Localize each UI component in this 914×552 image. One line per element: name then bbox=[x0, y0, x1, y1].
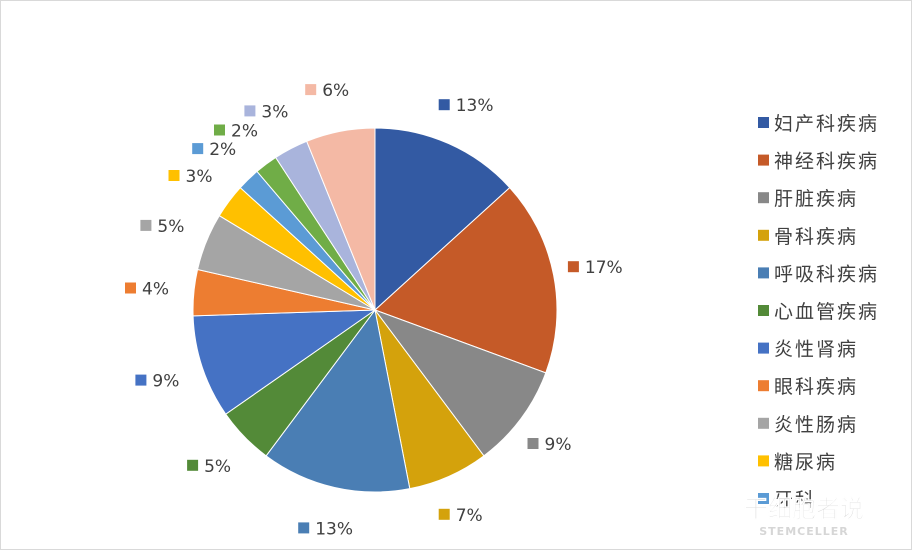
legend-color-key bbox=[758, 342, 769, 354]
legend-entry: 炎性肾病 bbox=[774, 339, 858, 361]
legend-entry: 心血管疾病 bbox=[774, 301, 879, 323]
label-color-key bbox=[135, 374, 147, 386]
legend-entry: 妇产科疾病 bbox=[774, 113, 879, 135]
data-label: 13% bbox=[456, 96, 494, 116]
data-label: 5% bbox=[204, 457, 231, 477]
label-color-key bbox=[125, 282, 136, 294]
legend-entry: 糖尿病 bbox=[774, 451, 837, 473]
data-label: 9% bbox=[152, 372, 179, 392]
label-color-key bbox=[168, 170, 180, 181]
label-color-key bbox=[438, 99, 450, 111]
data-label: 2% bbox=[209, 140, 236, 160]
legend-color-key bbox=[758, 267, 769, 279]
pie-slice bbox=[373, 308, 547, 457]
legend-entry: 眼科疾病 bbox=[774, 376, 858, 398]
legend-color-key bbox=[758, 117, 769, 128]
legend-color-key bbox=[758, 154, 769, 166]
legend-color-key bbox=[758, 455, 769, 467]
data-label: 4% bbox=[142, 280, 169, 300]
pie-slice bbox=[374, 127, 511, 312]
legend-entry: 呼吸科疾病 bbox=[774, 263, 879, 285]
label-color-key bbox=[214, 124, 225, 136]
legend-entry: 骨科疾病 bbox=[774, 226, 858, 248]
legend-color-key bbox=[758, 192, 769, 204]
legend-color-key bbox=[758, 493, 769, 504]
legend-entry: 神经科疾病 bbox=[774, 151, 879, 173]
data-label: 3% bbox=[186, 167, 213, 187]
label-color-key bbox=[187, 459, 199, 471]
label-color-key bbox=[140, 219, 152, 231]
data-label: 5% bbox=[157, 217, 184, 237]
pie-slices bbox=[192, 127, 558, 493]
data-label: 13% bbox=[315, 519, 353, 539]
watermark-logo: 干细胞者说 STEMCELLER bbox=[744, 495, 865, 538]
watermark-line2: STEMCELLER bbox=[759, 525, 848, 538]
data-label: 9% bbox=[545, 435, 572, 455]
data-label: 2% bbox=[231, 122, 258, 142]
pie-slice bbox=[306, 127, 376, 311]
legend-color-key bbox=[758, 417, 769, 429]
data-label: 17% bbox=[585, 258, 623, 278]
data-label: 6% bbox=[322, 81, 349, 101]
legend-entry: 牙科 bbox=[774, 489, 816, 511]
watermark-line1: 干细胞者说 bbox=[744, 495, 864, 523]
legend-entry: 肝脏疾病 bbox=[774, 188, 858, 210]
legend-color-key bbox=[758, 305, 769, 316]
label-color-key bbox=[305, 84, 317, 96]
data-label: 7% bbox=[456, 506, 483, 526]
pie-slice bbox=[192, 309, 377, 415]
label-color-key bbox=[244, 105, 256, 117]
pie-labels: 13%17%9%7%13%5%9%4%5%3%2%2%3%6% bbox=[125, 81, 623, 539]
data-label: 3% bbox=[261, 102, 288, 122]
legend-color-key bbox=[758, 380, 769, 392]
label-color-key bbox=[567, 261, 579, 273]
legend-entry: 炎性肠病 bbox=[774, 414, 858, 436]
label-color-key bbox=[298, 522, 310, 534]
legend-color-key bbox=[758, 229, 769, 241]
label-color-key bbox=[438, 508, 450, 520]
pie-slice bbox=[265, 308, 411, 493]
label-color-key bbox=[192, 143, 204, 155]
label-color-key bbox=[527, 438, 539, 449]
legend: 妇产科疾病神经科疾病肝脏疾病骨科疾病呼吸科疾病心血管疾病炎性肾病眼科疾病炎性肠病… bbox=[758, 113, 879, 511]
